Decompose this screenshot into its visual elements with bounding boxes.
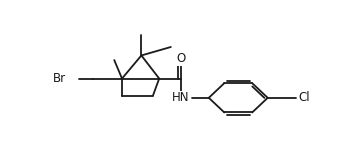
Text: Br: Br <box>53 72 66 85</box>
Text: O: O <box>176 52 185 65</box>
Text: HN: HN <box>172 91 190 104</box>
Text: Cl: Cl <box>299 91 310 104</box>
